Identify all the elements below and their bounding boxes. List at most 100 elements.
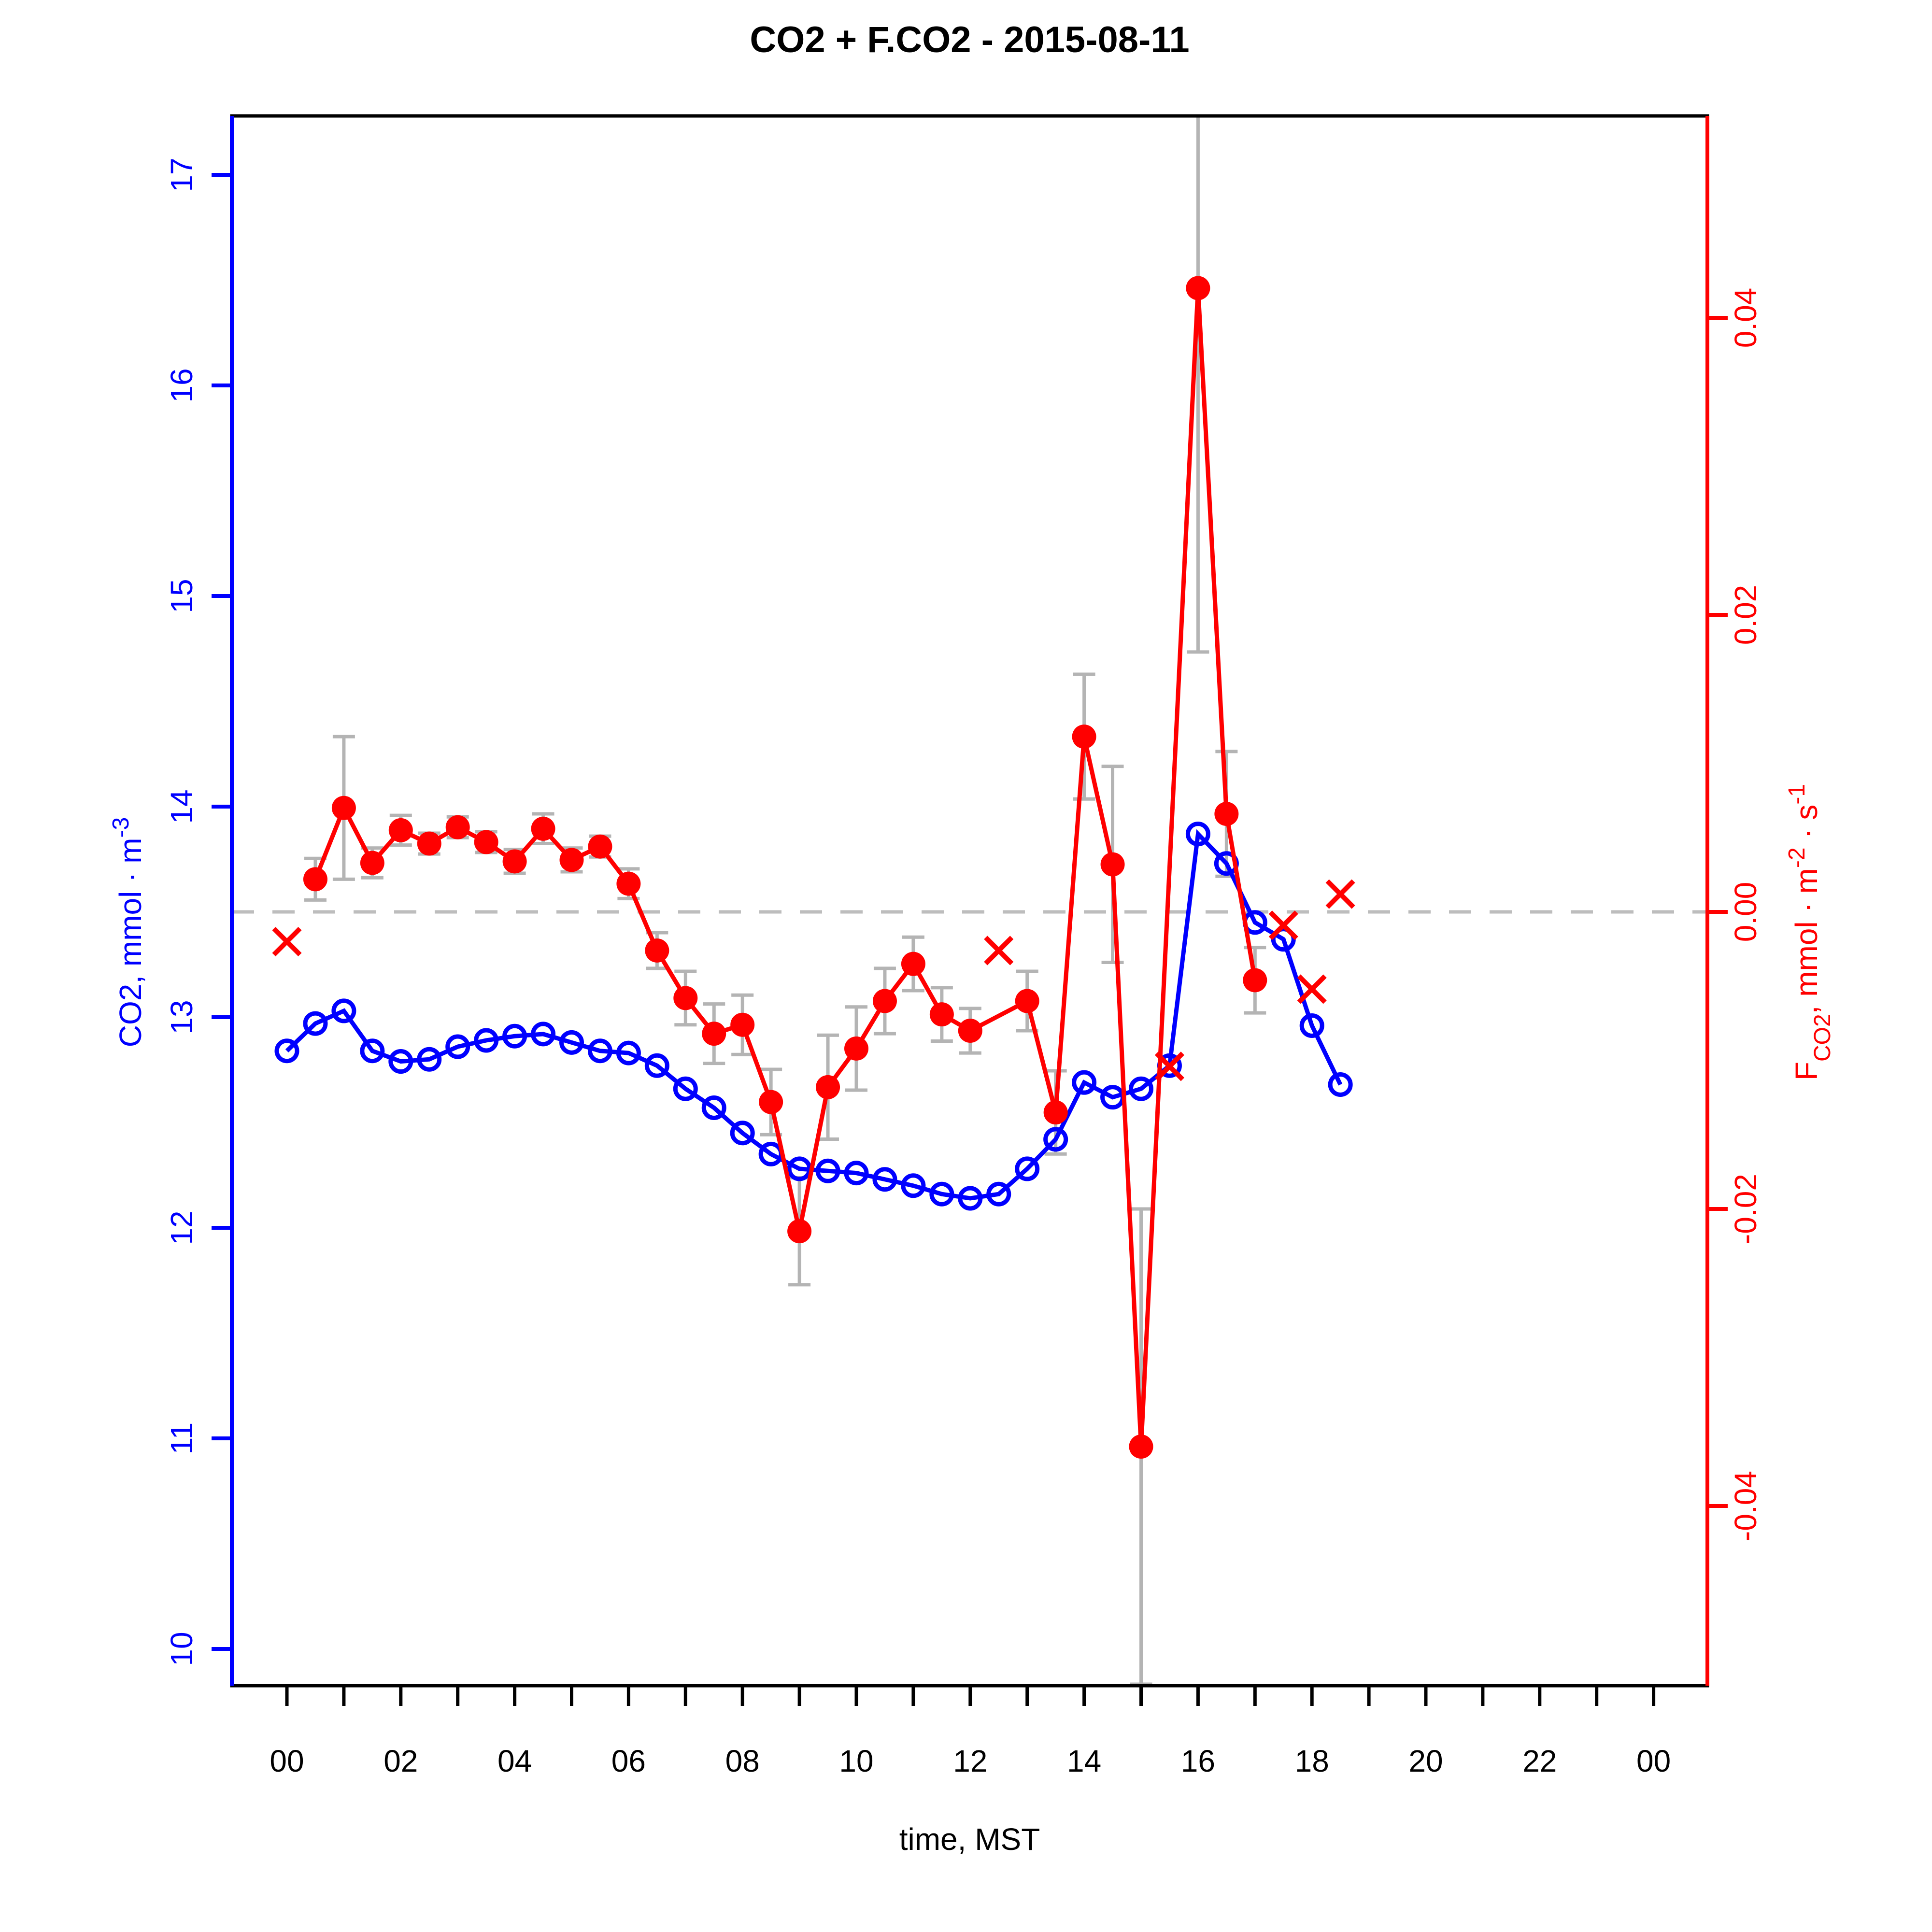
x-axis-tick-label: 04 <box>497 1744 532 1778</box>
right-axis-tick-label: 0.00 <box>1728 882 1763 942</box>
flux-point <box>588 834 612 859</box>
flux-point <box>816 1075 840 1099</box>
co2-point <box>929 1181 954 1207</box>
right-axis: -0.04 -0.02 0.00 0.02 0.04 FCO2, mmol · m-2 ·… <box>1707 288 1835 1541</box>
flagged-point-x-icon <box>984 936 1014 966</box>
flux-point <box>787 1219 812 1244</box>
left-axis: 10 11 12 13 14 15 16 17 CO2, mmol · m-3 <box>108 157 232 1666</box>
flux-point <box>901 952 925 976</box>
co2-point <box>815 1158 840 1183</box>
co2-point <box>587 1038 612 1064</box>
co2-point <box>616 1040 641 1065</box>
flux-point <box>730 1012 755 1037</box>
x-axis-tick-label: 16 <box>1181 1744 1215 1778</box>
flux-series <box>303 276 1267 1459</box>
flux-point <box>844 1036 868 1061</box>
co2-point <box>644 1053 669 1078</box>
co2-point <box>958 1186 983 1211</box>
left-axis-tick-label: 12 <box>164 1210 199 1245</box>
co2-point <box>417 1047 442 1072</box>
co2-point <box>445 1034 470 1059</box>
flux-point <box>388 818 413 842</box>
right-axis-title-part: F <box>1789 1062 1824 1080</box>
co2-point <box>986 1181 1011 1207</box>
co2-point <box>360 1038 385 1064</box>
right-axis-title-part: -1 <box>1784 784 1810 805</box>
co2-point <box>274 1038 299 1064</box>
flux-point <box>360 851 384 875</box>
right-axis-title-part: CO2 <box>1810 1014 1835 1062</box>
flagged-point-x-icon <box>1297 974 1327 1004</box>
flux-point <box>445 815 470 839</box>
co2-point <box>331 998 356 1023</box>
left-axis-title-part: CO2, mmol · m <box>113 838 148 1047</box>
flux-point <box>702 1022 726 1046</box>
x-axis-tick-label: 06 <box>611 1744 646 1778</box>
left-axis-tick-label: 15 <box>164 579 199 613</box>
flux-point <box>1214 802 1239 826</box>
flux-point <box>303 867 327 892</box>
right-axis-tick-label: -0.02 <box>1728 1174 1763 1244</box>
flux-point <box>1100 852 1125 877</box>
flux-point <box>1186 276 1210 300</box>
right-axis-tick-label: -0.04 <box>1728 1471 1763 1541</box>
right-axis-title-part: , mmol · m <box>1789 868 1824 1014</box>
chart-title: CO2 + F.CO2 - 2015-08-11 <box>750 19 1189 60</box>
co2-point <box>844 1161 869 1186</box>
co2-point <box>388 1049 413 1074</box>
x-axis-tick-label: 14 <box>1067 1744 1101 1778</box>
flagged-point-x-icon <box>1325 879 1355 909</box>
left-axis-title-part: -3 <box>108 817 134 838</box>
co2-point <box>1299 1013 1324 1038</box>
flux-point <box>929 1002 954 1027</box>
flux-point <box>1072 724 1096 749</box>
flux-point <box>474 830 498 854</box>
x-axis-tick-label: 00 <box>270 1744 304 1778</box>
flux-point <box>331 796 356 820</box>
co2-point <box>1072 1070 1097 1095</box>
x-axis-tick-label: 18 <box>1295 1744 1329 1778</box>
right-axis-tick-label: 0.02 <box>1728 585 1763 645</box>
flux-flagged-points <box>272 879 1355 1081</box>
x-axis-tick-label: 02 <box>384 1744 418 1778</box>
left-axis-tick-label: 13 <box>164 1000 199 1034</box>
left-axis-tick-label: 11 <box>164 1422 199 1454</box>
flux-point <box>872 989 897 1013</box>
error-bar <box>1187 116 1209 654</box>
flux-point <box>673 986 698 1010</box>
left-axis-tick-label: 10 <box>164 1632 199 1666</box>
flux-point <box>1243 968 1267 993</box>
co2-point <box>474 1028 499 1053</box>
flagged-point-x-icon <box>1268 910 1298 940</box>
right-axis-tick-label: 0.04 <box>1728 288 1763 348</box>
flagged-point-x-icon <box>272 926 302 957</box>
flux-point <box>1043 1100 1068 1125</box>
co2-point <box>1328 1072 1353 1097</box>
flux-point <box>1015 989 1039 1013</box>
co2-point <box>1185 822 1210 847</box>
flux-point <box>531 816 555 841</box>
flux-point <box>616 871 641 896</box>
left-axis-title: CO2, mmol · m-3 <box>108 817 148 1047</box>
flux-point <box>559 848 584 872</box>
left-axis-tick-label: 16 <box>164 368 199 402</box>
x-axis-tick-label: 08 <box>725 1744 760 1778</box>
co2-point <box>872 1167 897 1192</box>
co2-point <box>701 1095 726 1120</box>
co2-point <box>673 1076 698 1101</box>
co2-point <box>1015 1156 1040 1181</box>
flux-point <box>502 849 527 874</box>
flux-point <box>759 1090 783 1114</box>
co2-point <box>1043 1127 1068 1152</box>
x-axis-tick-label: 22 <box>1522 1744 1557 1778</box>
right-axis-title: FCO2, mmol · m-2 · s-1 <box>1784 784 1835 1080</box>
co2-point <box>1129 1076 1153 1101</box>
flux-point <box>1129 1435 1153 1459</box>
co2-point <box>1271 927 1296 952</box>
x-axis-tick-label: 20 <box>1408 1744 1443 1778</box>
x-axis-tick-label: 00 <box>1636 1744 1671 1778</box>
co2-point <box>303 1011 328 1036</box>
